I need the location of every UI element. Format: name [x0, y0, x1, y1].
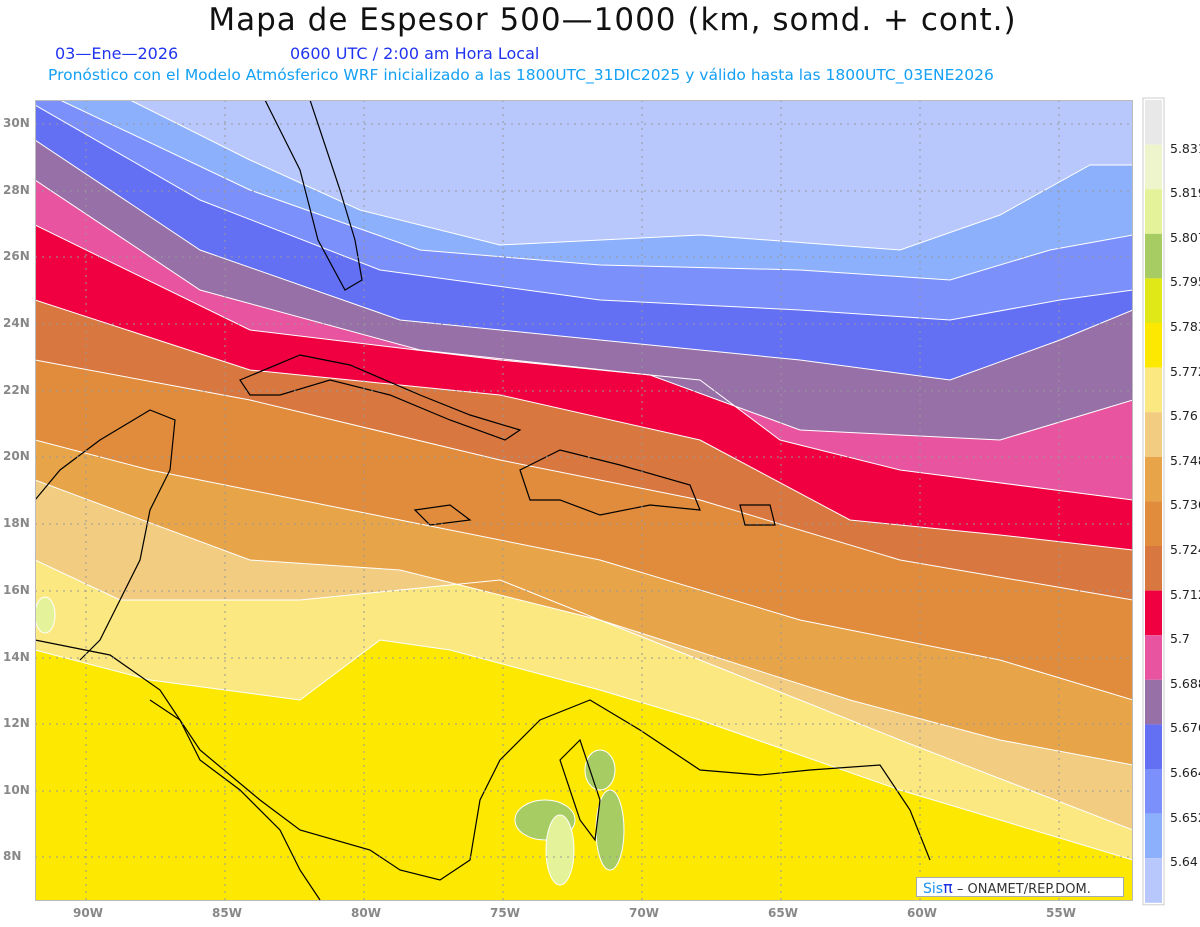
thickness-blob	[545, 814, 575, 886]
colorbar-swatch	[1145, 679, 1162, 725]
colorbar-label: 5.748	[1170, 452, 1200, 468]
colorbar-label: 5.831	[1170, 140, 1200, 156]
contour-line	[59, 100, 1133, 281]
lat-label: 8N	[3, 849, 22, 863]
coastline	[239, 354, 522, 441]
colorbar-swatch	[1145, 456, 1162, 502]
colorbar-swatch	[1145, 769, 1162, 814]
colorbar-swatch	[1145, 323, 1162, 368]
coastline	[559, 738, 601, 842]
coastline	[739, 504, 776, 526]
colorbar-label: 5.736	[1170, 497, 1200, 513]
colorbar-swatch	[1145, 412, 1162, 457]
colorbar-label: 5.652	[1170, 809, 1200, 825]
colorbar-label: 5.676	[1170, 720, 1200, 736]
colorbar-swatch	[1145, 100, 1162, 145]
lat-label: 14N	[3, 650, 30, 664]
colorbar-label: 5.664	[1170, 765, 1200, 780]
contour-line	[35, 439, 1133, 701]
colorbar-label: 5.7	[1170, 631, 1190, 647]
contour-line	[35, 359, 1133, 601]
colorbar-swatch	[1145, 278, 1162, 323]
forecast-time: 0600 UTC / 2:00 am Hora Local	[290, 44, 540, 63]
contour-line	[35, 179, 1133, 441]
contour-line	[35, 479, 1133, 766]
colorbar	[1142, 97, 1165, 906]
contour-line	[35, 224, 1133, 501]
colorbar-swatch	[1145, 189, 1162, 234]
colorbar-swatch	[1145, 546, 1162, 591]
contour-line	[35, 639, 1133, 861]
map-frame	[35, 100, 1133, 901]
coastline	[264, 100, 363, 291]
lat-label: 12N	[3, 716, 30, 730]
thickness-map	[35, 100, 1133, 901]
thickness-blob	[35, 596, 56, 634]
lat-label: 28N	[3, 183, 30, 197]
colorbar-swatch	[1145, 367, 1162, 413]
lon-label: 55W	[1046, 906, 1076, 920]
colorbar-swatch	[1145, 233, 1162, 279]
colorbar-label: 5.795	[1170, 274, 1200, 290]
colorbar-label: 5.64	[1170, 854, 1198, 870]
lat-label: 24N	[3, 316, 30, 330]
colorbar-swatch	[1145, 724, 1162, 769]
map-title: Mapa de Espesor 500—1000 (km, somd. + co…	[208, 2, 1017, 38]
lon-label: 75W	[490, 906, 520, 920]
colorbar-swatch	[1145, 813, 1162, 859]
lat-label: 30N	[3, 116, 30, 130]
colorbar-label: 5.819	[1170, 185, 1200, 201]
colorbar-label: 5.712	[1170, 586, 1200, 602]
lon-label: 85W	[212, 906, 242, 920]
colorbar-swatch	[1145, 635, 1162, 680]
contour-line	[35, 104, 1133, 321]
credit-pi: π	[943, 878, 953, 897]
lat-label: 26N	[3, 249, 30, 263]
colorbar-label: 5.772	[1170, 363, 1200, 379]
contour-line	[35, 299, 1133, 551]
thickness-blob	[584, 749, 616, 791]
lon-label: 90W	[73, 906, 103, 920]
lon-label: 60W	[907, 906, 937, 920]
credit-text: – ONAMET/REP.DOM.	[952, 882, 1091, 897]
lon-label: 70W	[629, 906, 659, 920]
colorbar-label: 5.783	[1170, 319, 1200, 334]
contour-line	[35, 139, 1133, 381]
colorbar-label: 5.688	[1170, 675, 1200, 691]
colorbar-swatch	[1145, 590, 1162, 636]
lon-label: 65W	[768, 906, 798, 920]
colorbar-label: 5.807	[1170, 229, 1200, 245]
colorbar-swatch	[1145, 144, 1162, 190]
lat-label: 16N	[3, 583, 30, 597]
coastline	[35, 409, 176, 661]
model-info: Pronóstico con el Modelo Atmósferico WRF…	[48, 66, 994, 84]
coastline	[149, 699, 321, 901]
credit-sis: Sis	[923, 881, 944, 897]
lat-label: 20N	[3, 449, 30, 463]
credit-box: Sisπ – ONAMET/REP.DOM.	[916, 877, 1124, 897]
lat-label: 10N	[3, 783, 30, 797]
forecast-date: 03—Ene—2026	[55, 44, 179, 63]
coastline	[413, 504, 472, 526]
coastline	[35, 639, 931, 881]
band-fill	[35, 100, 1133, 250]
colorbar-label: 5.76	[1170, 408, 1198, 424]
colorbar-swatch	[1145, 858, 1162, 903]
colorbar-label: 5.724	[1170, 542, 1200, 557]
lon-label: 80W	[351, 906, 381, 920]
lat-label: 22N	[3, 383, 30, 397]
colorbar-swatch	[1145, 501, 1162, 546]
lat-label: 18N	[3, 516, 30, 530]
contour-line	[129, 100, 1133, 251]
